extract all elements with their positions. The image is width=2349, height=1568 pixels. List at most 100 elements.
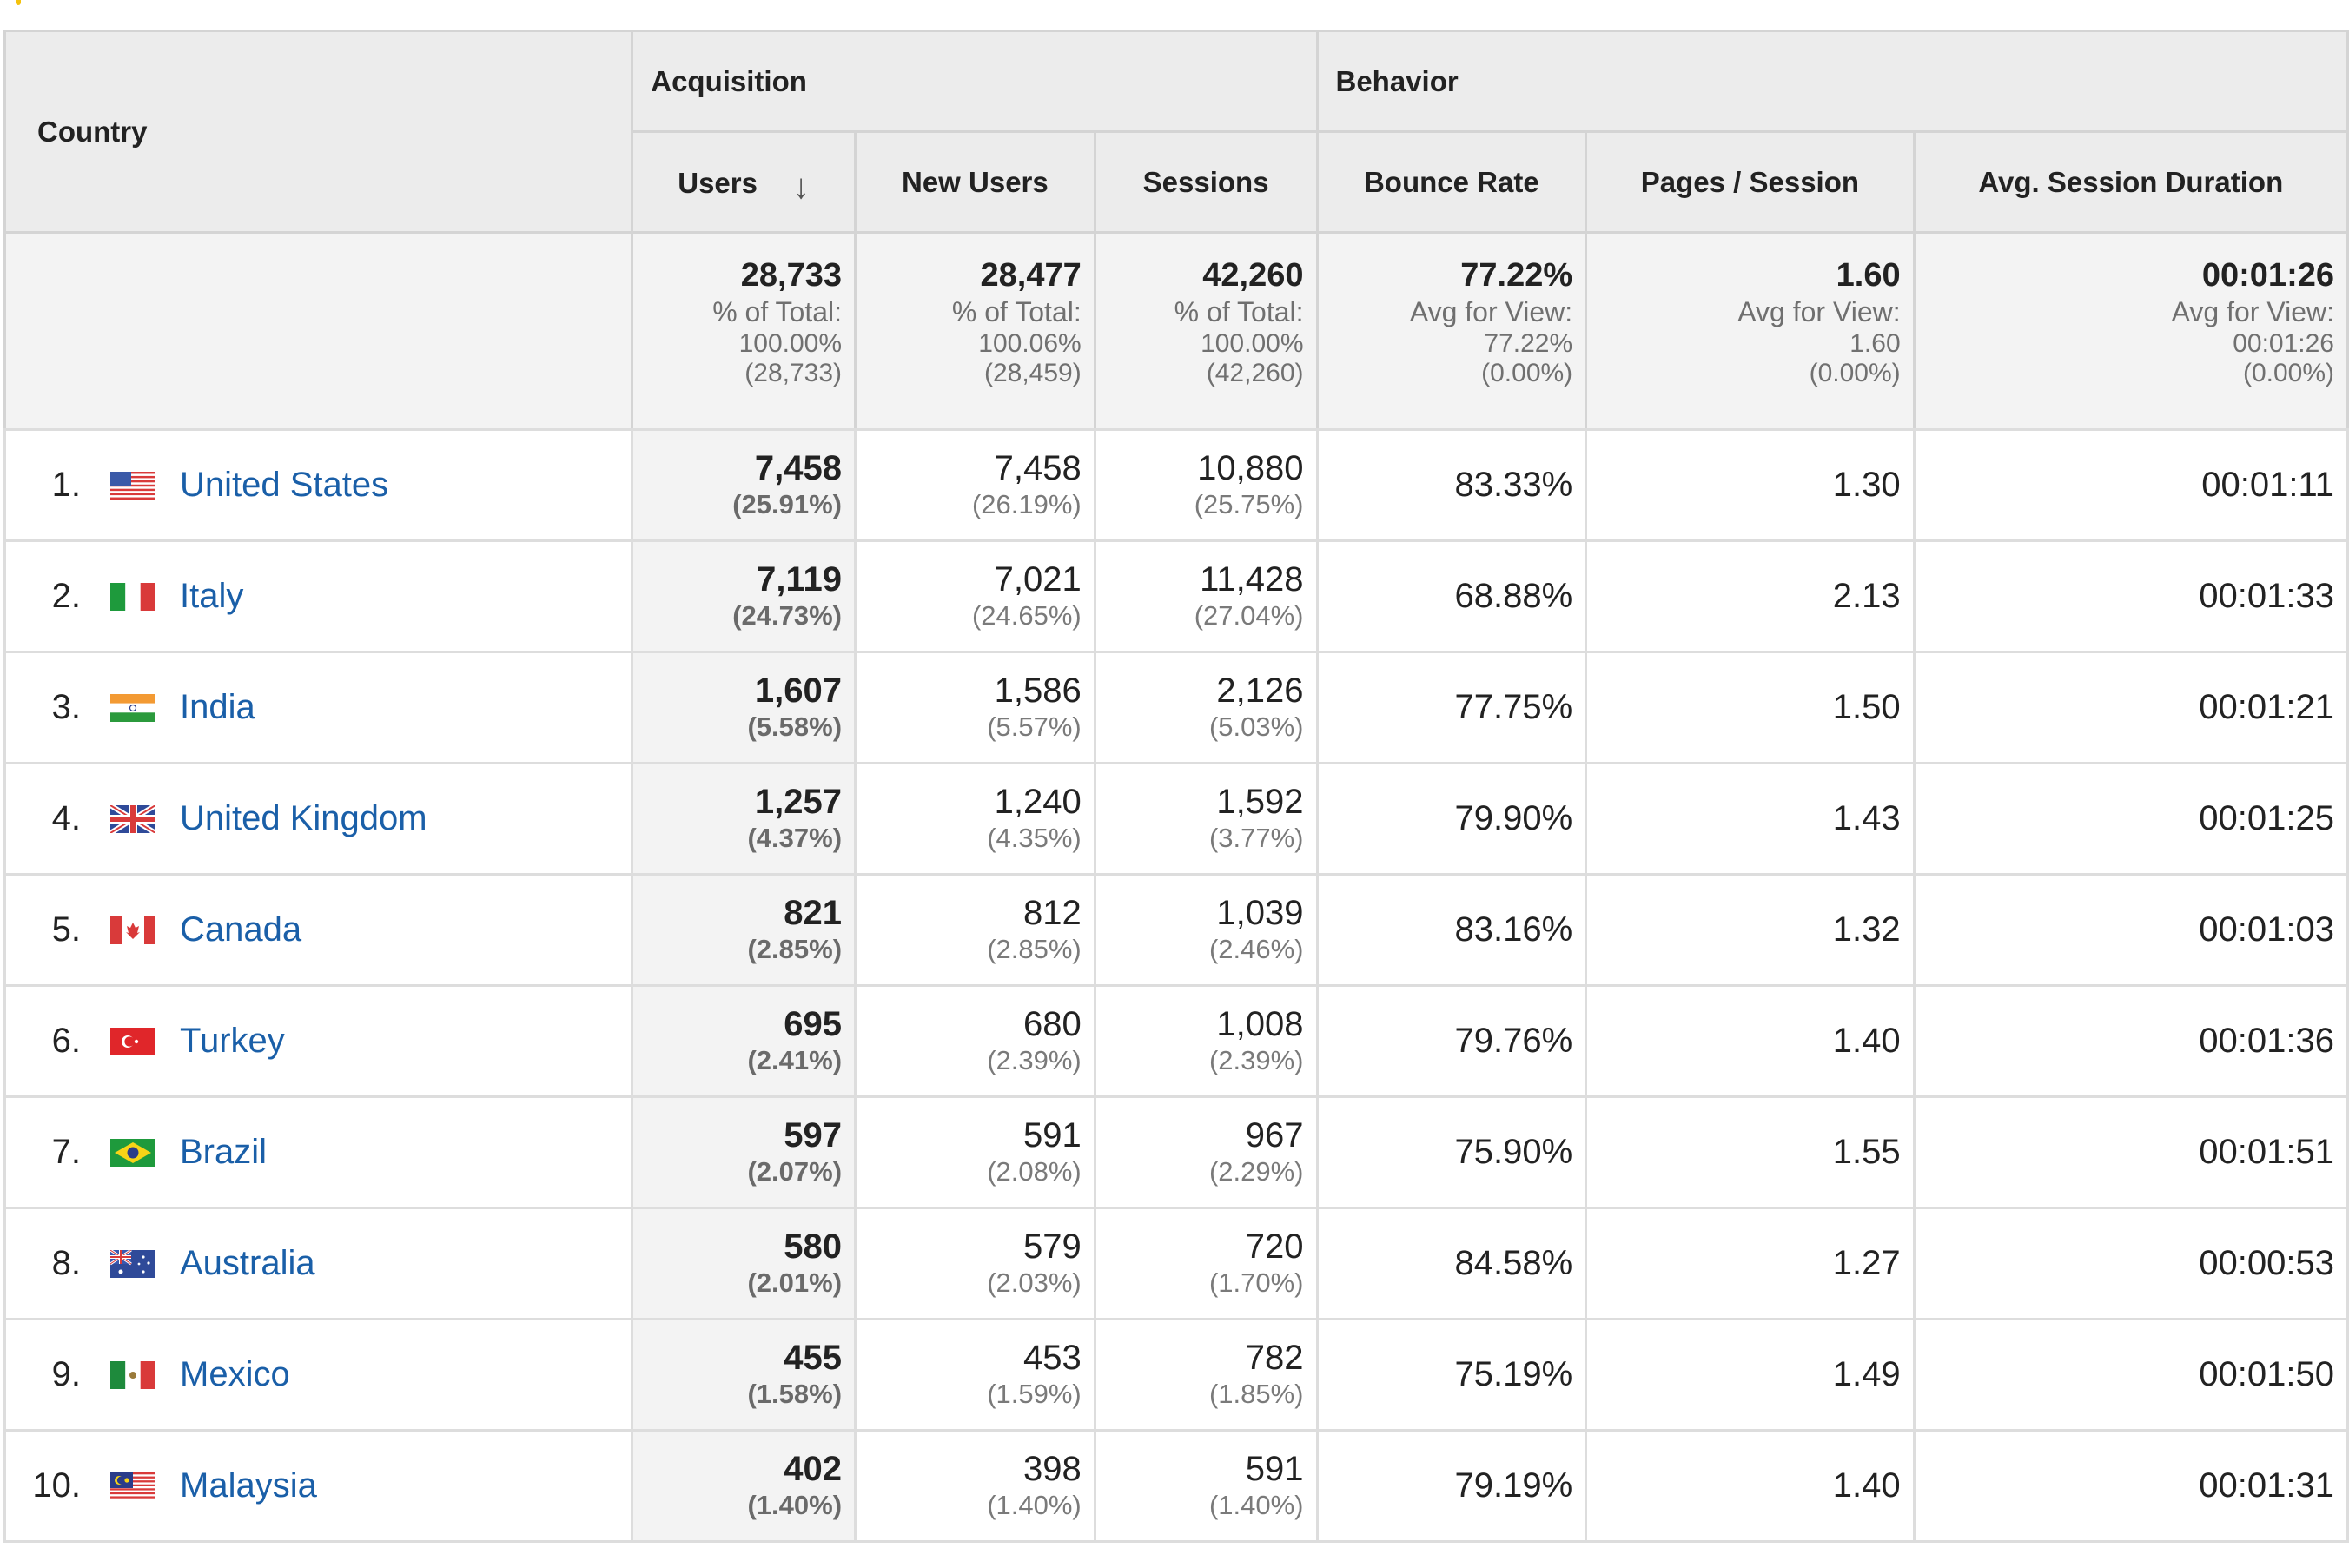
avg-duration-cell: 00:01:36 — [1912, 985, 2349, 1098]
new-users-value: 1,240 — [994, 782, 1082, 821]
pages-session-column-header[interactable]: Pages / Session — [1585, 130, 1916, 234]
country-link[interactable]: Turkey — [180, 1022, 285, 1060]
new-users-value: 453 — [1022, 1338, 1082, 1377]
country-link[interactable]: India — [180, 688, 255, 726]
new-users-value: 680 — [1022, 1004, 1082, 1043]
sessions-percent: (27.04%) — [1194, 599, 1304, 631]
pages-session-value: 1.49 — [1832, 1355, 1901, 1393]
users-value: 7,119 — [757, 559, 843, 599]
total-users-cell: 28,733 % of Total: 100.00% (28,733) — [631, 232, 857, 431]
sessions-value: 1,592 — [1216, 782, 1304, 821]
pages-session-value: 1.43 — [1832, 799, 1901, 837]
total-sessions-value: 42,260 — [1202, 257, 1304, 294]
avg-duration-value: 00:01:03 — [2199, 910, 2334, 949]
total-sessions-sub1: 100.00% — [1201, 329, 1304, 358]
country-link[interactable]: Italy — [180, 577, 244, 615]
canada-flag-icon — [110, 916, 155, 944]
users-percent: (2.85%) — [747, 933, 843, 964]
sessions-percent: (1.70%) — [1208, 1267, 1304, 1298]
new-users-value: 579 — [1022, 1227, 1082, 1266]
mexico-flag-icon — [110, 1360, 155, 1389]
australia-flag-icon — [110, 1249, 155, 1278]
new-users-cell: 453 (1.59%) — [854, 1319, 1095, 1432]
users-cell: 7,458 (25.91%) — [631, 429, 856, 542]
table-row: 10. Malaysia 402 (1.40%) 398 (1.40%) 591 (1.40%… — [3, 1430, 2349, 1543]
sessions-cell: 11,428 (27.04%) — [1093, 540, 1317, 653]
sessions-cell: 967 (2.29%) — [1093, 1096, 1317, 1209]
country-link[interactable]: Canada — [180, 910, 302, 949]
avg-duration-cell: 00:01:25 — [1912, 763, 2349, 876]
pages-session-value: 1.27 — [1832, 1244, 1901, 1282]
users-value: 821 — [784, 893, 843, 932]
total-pages-session-value: 1.60 — [1836, 257, 1901, 294]
total-new-users-sub2: (28,459) — [983, 359, 1082, 387]
total-new-users-value: 28,477 — [980, 257, 1082, 294]
users-column-header[interactable]: Users ↓ — [631, 130, 857, 234]
bounce-rate-cell: 75.90% — [1315, 1096, 1586, 1209]
country-link[interactable]: Brazil — [180, 1133, 268, 1171]
country-cell: 3. India — [3, 652, 632, 764]
sessions-cell: 1,592 (3.77%) — [1093, 763, 1317, 876]
sessions-value: 967 — [1245, 1115, 1304, 1154]
country-link[interactable]: Australia — [180, 1244, 315, 1282]
sessions-column-header[interactable]: Sessions — [1093, 130, 1319, 234]
country-link[interactable]: United Kingdom — [180, 799, 427, 837]
country-link[interactable]: Mexico — [180, 1355, 290, 1393]
bounce-rate-cell: 83.33% — [1315, 429, 1586, 542]
sessions-cell: 782 (1.85%) — [1093, 1319, 1317, 1432]
bounce-rate-column-header[interactable]: Bounce Rate — [1315, 130, 1588, 234]
row-rank: 5. — [51, 910, 81, 949]
users-value: 580 — [784, 1227, 843, 1266]
pages-session-value: 1.40 — [1832, 1466, 1901, 1505]
sessions-value: 782 — [1245, 1338, 1304, 1377]
country-cell: 8. Australia — [3, 1207, 632, 1320]
pages-session-cell: 2.13 — [1585, 540, 1915, 653]
users-cell: 1,257 (4.37%) — [631, 763, 856, 876]
table-row: 5. Canada 821 (2.85%) 812 (2.85%) 1,039 (2.46%)… — [3, 874, 2349, 987]
row-rank: 8. — [51, 1244, 81, 1282]
behavior-group-header: Behavior — [1315, 30, 2349, 133]
row-rank: 2. — [51, 577, 81, 615]
new-users-cell: 1,240 (4.35%) — [854, 763, 1095, 876]
italy-flag-icon — [110, 582, 155, 611]
total-users-value: 28,733 — [740, 257, 843, 294]
uk-flag-icon — [110, 804, 155, 833]
avg-duration-cell: 00:00:53 — [1912, 1207, 2349, 1320]
country-cell: 1. United States — [3, 429, 632, 542]
total-avg-duration-sub1: 00:01:26 — [2233, 329, 2334, 358]
country-header[interactable]: Country — [3, 30, 634, 234]
totals-row: 28,733 % of Total: 100.00% (28,733) 28,4… — [3, 232, 2349, 431]
bounce-rate-cell: 84.58% — [1315, 1207, 1586, 1320]
users-cell: 7,119 (24.73%) — [631, 540, 856, 653]
total-avg-duration-cell: 00:01:26 Avg for View: 00:01:26 (0.00%) — [1912, 232, 2349, 431]
table-row: 4. United Kingdom 1,257 (4.37%) 1,240 (4.35%)… — [3, 763, 2349, 876]
new-users-percent: (2.39%) — [987, 1044, 1082, 1075]
country-cell: 6. Turkey — [3, 985, 632, 1098]
malaysia-flag-icon — [110, 1472, 155, 1500]
country-link[interactable]: United States — [180, 466, 389, 504]
total-bounce-rate-cell: 77.22% Avg for View: 77.22% (0.00%) — [1315, 232, 1588, 431]
sessions-percent: (2.29%) — [1208, 1155, 1304, 1187]
table-row: 3. India 1,607 (5.58%) 1,586 (5.57%) 2,126 (5.0… — [3, 652, 2349, 764]
users-cell: 580 (2.01%) — [631, 1207, 856, 1320]
arrow-down-icon[interactable]: ↓ — [791, 168, 810, 206]
total-sessions-label: % of Total: — [1174, 296, 1304, 327]
new-users-cell: 579 (2.03%) — [854, 1207, 1095, 1320]
total-users-label: % of Total: — [712, 296, 843, 327]
pages-session-cell: 1.50 — [1585, 652, 1915, 764]
us-flag-icon — [110, 471, 155, 500]
users-cell: 1,607 (5.58%) — [631, 652, 856, 764]
users-value: 7,458 — [754, 448, 843, 487]
row-rank: 9. — [51, 1355, 81, 1393]
avg-duration-value: 00:01:36 — [2199, 1022, 2334, 1060]
new-users-column-header[interactable]: New Users — [854, 130, 1096, 234]
users-value: 455 — [784, 1338, 843, 1377]
users-cell: 402 (1.40%) — [631, 1430, 856, 1543]
totals-country-cell — [3, 232, 632, 431]
table-row: 2. Italy 7,119 (24.73%) 7,021 (24.65%) 11,428(… — [3, 540, 2349, 653]
bounce-rate-value: 79.90% — [1454, 799, 1573, 837]
sessions-percent: (5.03%) — [1208, 711, 1304, 742]
users-percent: (5.58%) — [747, 711, 843, 742]
avg-session-duration-column-header[interactable]: Avg. Session Duration — [1912, 130, 2349, 234]
country-link[interactable]: Malaysia — [180, 1466, 317, 1505]
